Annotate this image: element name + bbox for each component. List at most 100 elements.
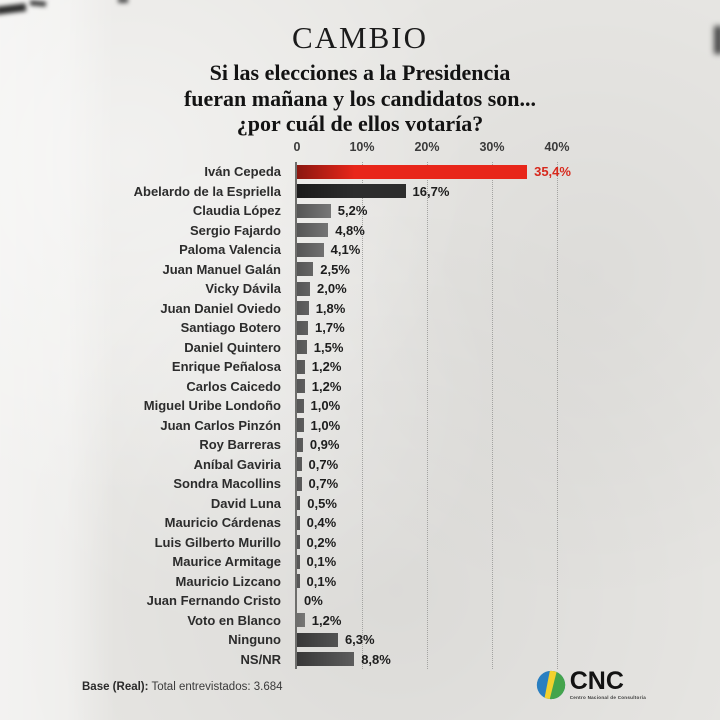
candidate-label: Carlos Caicedo <box>186 378 281 394</box>
bar-track: 4,8% <box>297 221 557 241</box>
value-label: 2,5% <box>320 261 350 277</box>
candidate-label: Abelardo de la Espriella <box>133 183 281 199</box>
gridline <box>557 162 558 669</box>
paper-smudge <box>29 0 47 7</box>
bar <box>297 223 329 238</box>
candidate-label: Miguel Uribe Londoño <box>143 398 281 414</box>
bar-track: 1,2% <box>297 377 557 397</box>
base-footnote-label: Base (Real): <box>82 681 149 693</box>
candidate-label: Daniel Quintero <box>184 339 281 355</box>
chart-gridlines <box>297 162 558 669</box>
x-axis-tick: 30% <box>479 140 505 154</box>
bar-track: 0% <box>297 591 557 611</box>
chart-row: NS/NR 8,8% <box>0 650 720 670</box>
value-label: 0% <box>304 593 323 609</box>
bar <box>297 574 300 589</box>
bar <box>297 301 309 316</box>
value-label: 1,2% <box>311 378 342 394</box>
value-label: 0,2% <box>306 534 337 550</box>
bar <box>297 515 300 530</box>
value-label: 0,9% <box>309 437 340 453</box>
cnc-logo-wordmark: CNC <box>569 667 624 695</box>
bar-track: 1,2% <box>297 357 557 377</box>
bar-track: 0,4% <box>297 513 557 533</box>
candidate-label: Sondra Macollins <box>173 476 281 492</box>
bar-track: 35,4% <box>297 162 571 182</box>
bar-track: 8,8% <box>297 650 557 670</box>
bar-track: 0,7% <box>297 474 557 494</box>
chart-row: Claudia López 5,2% <box>0 201 720 221</box>
chart-row: Ninguno 6,3% <box>0 630 720 650</box>
bar-track: 1,8% <box>297 299 557 319</box>
bar <box>297 613 305 628</box>
gridline <box>427 162 428 669</box>
value-label: 1,5% <box>313 339 344 355</box>
bar-track: 1,5% <box>297 338 557 358</box>
candidate-label: Juan Fernando Cristo <box>146 593 281 609</box>
bar-track: 2,0% <box>297 279 557 299</box>
chart-row: Santiago Botero 1,7% <box>0 318 720 338</box>
chart-row: Aníbal Gaviria 0,7% <box>0 455 720 475</box>
paper-smudge <box>0 3 27 15</box>
bar-track: 4,1% <box>297 240 557 260</box>
value-label: 0,7% <box>308 456 339 472</box>
brand-masthead: CAMBIO <box>291 20 428 55</box>
bar-track: 1,7% <box>297 318 557 338</box>
poll-question-title: Si las elecciones a la Presidencia fuera… <box>183 60 537 136</box>
bar <box>297 437 303 452</box>
candidate-label: Mauricio Cárdenas <box>164 515 281 531</box>
candidate-label: Roy Barreras <box>199 437 281 453</box>
bar <box>297 457 302 472</box>
y-axis-line <box>295 162 297 669</box>
value-label: 0,5% <box>307 495 337 511</box>
chart-row: Luis Gilberto Murillo 0,2% <box>0 533 720 553</box>
bar-track: 0,5% <box>297 494 557 514</box>
bar-track: 0,1% <box>297 552 557 572</box>
candidate-label: Juan Daniel Oviedo <box>160 300 281 316</box>
chart-row: Juan Fernando Cristo 0% <box>0 591 720 611</box>
bar <box>297 398 304 413</box>
chart-row: Juan Manuel Galán 2,5% <box>0 260 720 280</box>
bar <box>297 632 338 647</box>
bar <box>297 320 309 335</box>
value-label: 1,0% <box>310 398 341 414</box>
cnc-logo-tagline: Centro Nacional de Consultoría <box>569 695 646 700</box>
value-label: 0,1% <box>306 573 337 589</box>
value-label: 0,7% <box>308 476 339 492</box>
bar-track: 1,2% <box>297 611 557 631</box>
bar <box>297 652 355 667</box>
bar-track: 0,7% <box>297 455 557 475</box>
chart-row: Juan Carlos Pinzón 1,0% <box>0 416 720 436</box>
chart-row: Roy Barreras 0,9% <box>0 435 720 455</box>
x-axis-tick: 0 <box>293 140 301 154</box>
value-label: 5,2% <box>337 203 368 219</box>
chart-rows: Iván Cepeda 35,4% Abelardo de la Espriella… <box>0 162 720 669</box>
bar <box>297 184 406 199</box>
candidate-label: Enrique Peñalosa <box>171 359 281 375</box>
x-axis-tick: 20% <box>414 140 440 154</box>
x-axis-ticks: 0 10% 20% 30% 40% <box>293 140 570 158</box>
chart-row: Paloma Valencia 4,1% <box>0 240 720 260</box>
value-label: 0,1% <box>306 554 337 570</box>
chart-row: Miguel Uribe Londoño 1,0% <box>0 396 720 416</box>
gridline <box>362 162 363 669</box>
bar <box>297 203 331 218</box>
chart-row: Maurice Armitage 0,1% <box>0 552 720 572</box>
chart-row: Juan Daniel Oviedo 1,8% <box>0 299 720 319</box>
chart-row: Mauricio Cárdenas 0,4% <box>0 513 720 533</box>
value-label: 1,7% <box>315 320 345 336</box>
bar <box>297 281 310 296</box>
bar <box>297 476 302 491</box>
candidate-label: David Luna <box>210 495 281 511</box>
bar-track: 1,0% <box>297 396 557 416</box>
bar-track: 1,0% <box>297 416 557 436</box>
value-label: 4,1% <box>330 242 361 258</box>
poll-bar-chart: 0 10% 20% 30% 40% Iván Cepeda 35,4% Abelardo d… <box>0 140 720 670</box>
value-label: 1,8% <box>315 300 346 316</box>
base-footnote: Base (Real): Total entrevistados: 3.684 <box>82 681 283 693</box>
bar-track: 0,1% <box>297 572 557 592</box>
value-label: 8,8% <box>361 651 391 667</box>
candidate-label: Luis Gilberto Murillo <box>154 534 281 550</box>
bar-track: 2,5% <box>297 260 557 280</box>
bar <box>297 418 304 433</box>
